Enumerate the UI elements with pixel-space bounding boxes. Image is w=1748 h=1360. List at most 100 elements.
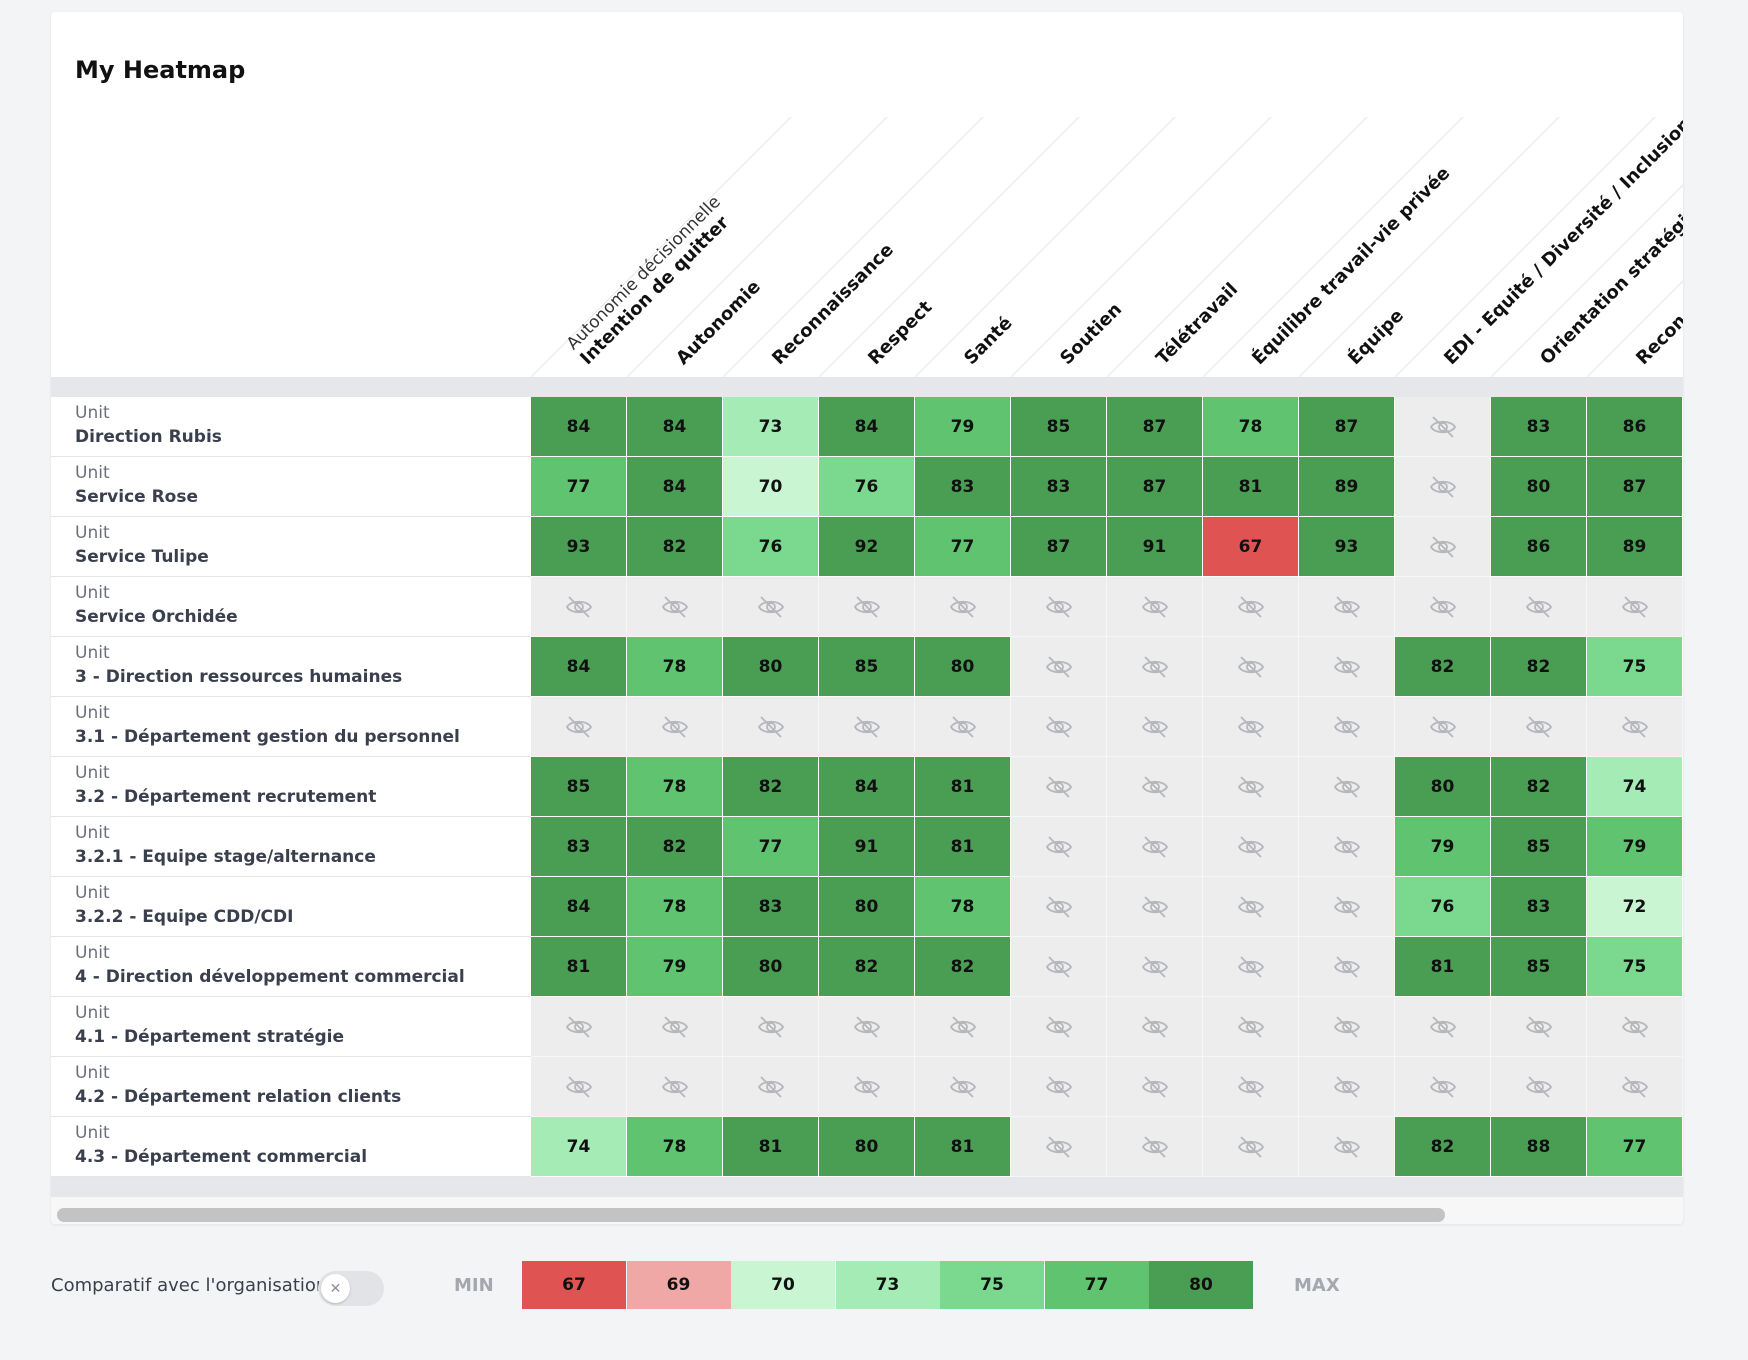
horizontal-scrollbar[interactable] (51, 1197, 1683, 1224)
heatmap-cell-hidden[interactable] (1203, 637, 1299, 697)
heatmap-cell-hidden[interactable] (1107, 577, 1203, 637)
heatmap-cell[interactable]: 80 (723, 637, 819, 697)
heatmap-cell-hidden[interactable] (1011, 817, 1107, 877)
heatmap-cell-hidden[interactable] (1011, 637, 1107, 697)
heatmap-cell[interactable]: 70 (723, 457, 819, 517)
heatmap-cell-hidden[interactable] (1107, 877, 1203, 937)
heatmap-cell[interactable]: 77 (723, 817, 819, 877)
heatmap-cell-hidden[interactable] (1491, 997, 1587, 1057)
heatmap-cell-hidden[interactable] (915, 997, 1011, 1057)
row-label[interactable]: Unit Service Rose (51, 457, 531, 517)
heatmap-cell-hidden[interactable] (1395, 997, 1491, 1057)
heatmap-cell[interactable]: 75 (1587, 937, 1683, 997)
heatmap-cell-hidden[interactable] (1395, 697, 1491, 757)
row-label[interactable]: Unit Service Tulipe (51, 517, 531, 577)
heatmap-cell-hidden[interactable] (1203, 757, 1299, 817)
heatmap-cell-hidden[interactable] (1491, 1057, 1587, 1117)
heatmap-cell-hidden[interactable] (1299, 997, 1395, 1057)
row-label[interactable]: Unit Service Orchidée (51, 577, 531, 637)
heatmap-cell[interactable]: 81 (1395, 937, 1491, 997)
heatmap-cell-hidden[interactable] (915, 1057, 1011, 1117)
heatmap-cell[interactable]: 81 (531, 937, 627, 997)
heatmap-cell-hidden[interactable] (819, 1057, 915, 1117)
heatmap-cell[interactable]: 74 (1587, 757, 1683, 817)
heatmap-cell[interactable]: 77 (915, 517, 1011, 577)
row-label[interactable]: Unit 4 - Direction développement commerci… (51, 937, 531, 997)
heatmap-cell-hidden[interactable] (1107, 757, 1203, 817)
heatmap-cell[interactable]: 74 (531, 1117, 627, 1177)
row-label[interactable]: Unit 4.2 - Département relation clients (51, 1057, 531, 1117)
heatmap-cell-hidden[interactable] (1299, 697, 1395, 757)
heatmap-cell[interactable]: 91 (819, 817, 915, 877)
heatmap-cell-hidden[interactable] (1203, 877, 1299, 937)
heatmap-cell[interactable]: 87 (1107, 457, 1203, 517)
heatmap-cell[interactable]: 81 (723, 1117, 819, 1177)
heatmap-cell-hidden[interactable] (1395, 1057, 1491, 1117)
heatmap-cell-hidden[interactable] (1395, 517, 1491, 577)
heatmap-cell[interactable]: 89 (1299, 457, 1395, 517)
heatmap-cell-hidden[interactable] (1107, 817, 1203, 877)
heatmap-cell[interactable]: 75 (1587, 637, 1683, 697)
heatmap-cell[interactable]: 82 (1395, 637, 1491, 697)
heatmap-cell-hidden[interactable] (1587, 697, 1683, 757)
heatmap-cell[interactable]: 78 (1203, 397, 1299, 457)
heatmap-cell[interactable]: 92 (819, 517, 915, 577)
heatmap-cell-hidden[interactable] (1299, 937, 1395, 997)
heatmap-cell-hidden[interactable] (1107, 937, 1203, 997)
heatmap-cell[interactable]: 83 (915, 457, 1011, 517)
row-label[interactable]: Unit 3.2.2 - Equipe CDD/CDI (51, 877, 531, 937)
heatmap-cell-hidden[interactable] (531, 697, 627, 757)
heatmap-cell[interactable]: 81 (915, 817, 1011, 877)
heatmap-cell-hidden[interactable] (1203, 1117, 1299, 1177)
heatmap-cell[interactable]: 76 (723, 517, 819, 577)
heatmap-cell[interactable]: 89 (1587, 517, 1683, 577)
heatmap-cell-hidden[interactable] (723, 1057, 819, 1117)
heatmap-cell-hidden[interactable] (1587, 577, 1683, 637)
heatmap-cell[interactable]: 79 (1587, 817, 1683, 877)
heatmap-cell[interactable]: 80 (1395, 757, 1491, 817)
heatmap-cell-hidden[interactable] (1107, 637, 1203, 697)
heatmap-cell-hidden[interactable] (1299, 1057, 1395, 1117)
row-label[interactable]: Unit Direction Rubis (51, 397, 531, 457)
heatmap-cell-hidden[interactable] (1011, 1057, 1107, 1117)
heatmap-cell-hidden[interactable] (1011, 577, 1107, 637)
heatmap-cell[interactable]: 72 (1587, 877, 1683, 937)
heatmap-cell[interactable]: 85 (1491, 817, 1587, 877)
heatmap-cell-hidden[interactable] (1011, 997, 1107, 1057)
heatmap-cell-hidden[interactable] (723, 997, 819, 1057)
heatmap-cell-hidden[interactable] (627, 1057, 723, 1117)
heatmap-cell[interactable]: 76 (1395, 877, 1491, 937)
heatmap-cell[interactable]: 84 (627, 457, 723, 517)
heatmap-cell[interactable]: 82 (1491, 637, 1587, 697)
heatmap-cell[interactable]: 84 (531, 877, 627, 937)
heatmap-cell-hidden[interactable] (723, 577, 819, 637)
heatmap-cell-hidden[interactable] (1491, 697, 1587, 757)
heatmap-cell[interactable]: 73 (723, 397, 819, 457)
heatmap-cell[interactable]: 85 (1491, 937, 1587, 997)
row-label[interactable]: Unit 3.2 - Département recrutement (51, 757, 531, 817)
heatmap-cell-hidden[interactable] (1395, 577, 1491, 637)
heatmap-cell[interactable]: 76 (819, 457, 915, 517)
heatmap-cell-hidden[interactable] (627, 997, 723, 1057)
heatmap-cell[interactable]: 79 (915, 397, 1011, 457)
heatmap-cell[interactable]: 83 (1491, 397, 1587, 457)
heatmap-cell-hidden[interactable] (819, 697, 915, 757)
heatmap-cell-hidden[interactable] (915, 697, 1011, 757)
heatmap-cell-hidden[interactable] (1395, 397, 1491, 457)
heatmap-cell[interactable]: 93 (531, 517, 627, 577)
heatmap-cell-hidden[interactable] (1587, 997, 1683, 1057)
heatmap-cell[interactable]: 87 (1299, 397, 1395, 457)
heatmap-cell-hidden[interactable] (915, 577, 1011, 637)
heatmap-cell[interactable]: 81 (1203, 457, 1299, 517)
heatmap-cell-hidden[interactable] (1299, 757, 1395, 817)
heatmap-cell[interactable]: 86 (1587, 397, 1683, 457)
heatmap-cell-hidden[interactable] (531, 1057, 627, 1117)
heatmap-cell[interactable]: 84 (819, 397, 915, 457)
heatmap-cell[interactable]: 93 (1299, 517, 1395, 577)
heatmap-cell-hidden[interactable] (1299, 877, 1395, 937)
heatmap-cell-hidden[interactable] (1203, 577, 1299, 637)
heatmap-cell[interactable]: 82 (723, 757, 819, 817)
heatmap-cell[interactable]: 81 (915, 1117, 1011, 1177)
heatmap-cell-hidden[interactable] (1011, 937, 1107, 997)
heatmap-cell[interactable]: 78 (627, 877, 723, 937)
